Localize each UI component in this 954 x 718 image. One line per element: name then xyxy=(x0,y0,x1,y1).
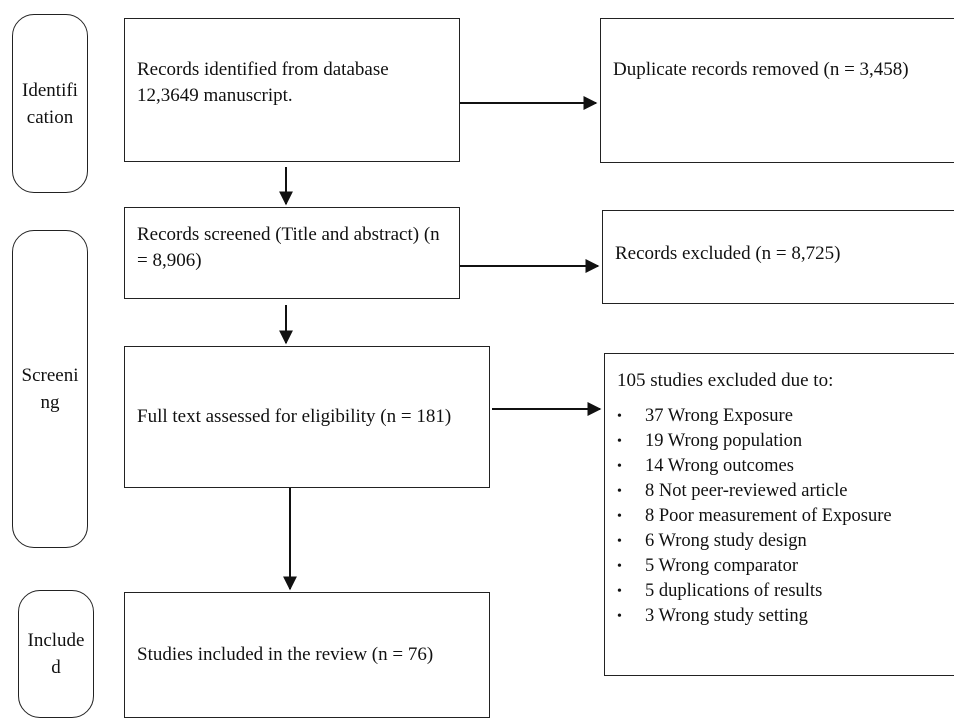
exclusion-reasons-box: 105 studies excluded due to: 37 Wrong Ex… xyxy=(604,353,954,676)
full-text-text: Full text assessed for eligibility (n = … xyxy=(137,406,452,427)
records-screened-box: Records screened (Title and abstract) (n… xyxy=(124,207,460,299)
phase-identification-label: Identification xyxy=(22,79,78,128)
exclusion-reason-item: 14 Wrong outcomes xyxy=(617,454,951,479)
studies-included-text: Studies included in the review (n = 76) xyxy=(137,644,434,665)
exclusion-reason-item: 37 Wrong Exposure xyxy=(617,404,951,429)
records-screened-text: Records screened (Title and abstract) (n… xyxy=(137,224,440,271)
duplicates-removed-text: Duplicate records removed (n = 3,458) xyxy=(613,59,909,80)
exclusion-reason-item: 8 Not peer-reviewed article xyxy=(617,479,951,504)
exclusion-reason-item: 8 Poor measurement of Exposure xyxy=(617,504,951,529)
studies-included-box: Studies included in the review (n = 76) xyxy=(124,592,490,718)
phase-screening: Screening xyxy=(12,230,88,548)
full-text-box: Full text assessed for eligibility (n = … xyxy=(124,346,490,488)
exclusion-reason-item: 6 Wrong study design xyxy=(617,529,951,554)
records-identified-box: Records identified from database 12,3649… xyxy=(124,18,460,162)
exclusion-reason-item: 5 duplications of results xyxy=(617,579,951,604)
duplicates-removed-box: Duplicate records removed (n = 3,458) xyxy=(600,18,954,163)
records-excluded-text: Records excluded (n = 8,725) xyxy=(615,243,841,264)
phase-screening-label: Screening xyxy=(21,365,79,413)
exclusion-reason-item: 5 Wrong comparator xyxy=(617,554,951,579)
exclusion-reasons-list: 37 Wrong Exposure 19 Wrong population 14… xyxy=(617,404,951,629)
phase-included: Included xyxy=(18,590,94,718)
exclusion-reason-item: 3 Wrong study setting xyxy=(617,604,951,629)
phase-included-label: Included xyxy=(27,630,85,678)
phase-identification: Identification xyxy=(12,14,88,193)
records-identified-text: Records identified from database 12,3649… xyxy=(137,59,389,106)
records-excluded-box: Records excluded (n = 8,725) xyxy=(602,210,954,304)
exclusion-reason-item: 19 Wrong population xyxy=(617,429,951,454)
exclusion-reasons-title: 105 studies excluded due to: xyxy=(617,370,834,391)
